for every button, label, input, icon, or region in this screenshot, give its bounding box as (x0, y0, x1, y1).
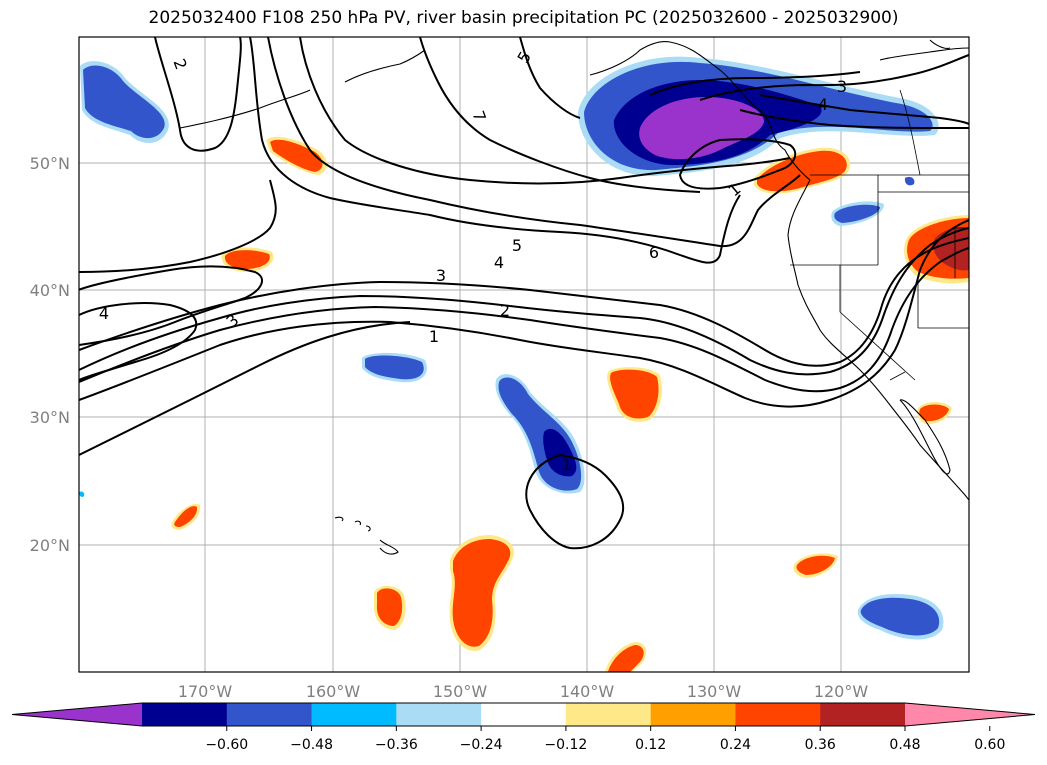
map-title: 2025032400 F108 250 hPa PV, river basin … (148, 8, 899, 28)
contour-label: 5 (512, 236, 522, 255)
pv-contours (79, 37, 969, 550)
negative-anomalies (79, 56, 944, 640)
positive-anomalies (171, 136, 969, 672)
lon-label: 160°W (306, 682, 361, 701)
colorbar-swatch (565, 703, 652, 726)
colorbar-swatch (481, 703, 567, 726)
colorbar-swatch (735, 703, 821, 726)
lat-label: 20°N (30, 536, 70, 555)
contour-label: 3 (837, 77, 847, 96)
lon-label: 120°W (814, 682, 869, 701)
colorbar-tick-label: 0.60 (974, 737, 1005, 753)
colorbar-tick-label: 0.24 (720, 737, 751, 753)
contour-label: 1 (429, 327, 439, 346)
contour-label: 6 (649, 243, 659, 262)
colorbar-tick-label: −0.12 (544, 737, 587, 753)
colorbar-tick-label: 0.48 (889, 737, 920, 753)
colorbar-swatch (142, 703, 228, 726)
colorbar-extend-low (12, 703, 142, 726)
contour-label: 4 (494, 253, 504, 272)
contour-label: 4 (99, 304, 109, 323)
colorbar-tick-label: −0.36 (375, 737, 418, 753)
contour-label: 2 (500, 301, 510, 320)
colorbar-tick-label: −0.60 (205, 737, 248, 753)
longitude-labels: 170°W 160°W 150°W 140°W 130°W 120°W (178, 682, 869, 701)
contour-label: 4 (818, 95, 828, 114)
lon-label: 170°W (178, 682, 233, 701)
plot-frame (78, 36, 970, 673)
colorbar-tick-label: −0.24 (460, 737, 503, 753)
lat-label: 30°N (30, 408, 70, 427)
contour-label: 1 (562, 455, 572, 474)
colorbar-tick-label: 0.36 (805, 737, 836, 753)
colorbar-outline (11, 702, 1036, 727)
colorbar-swatch (396, 703, 482, 726)
lon-label: 140°W (560, 682, 615, 701)
lon-label: 150°W (433, 682, 488, 701)
colorbar-swatch (311, 703, 397, 726)
lat-label: 50°N (30, 154, 70, 173)
colorbar-swatch (650, 703, 736, 726)
boundaries (790, 89, 969, 381)
lat-label: 40°N (30, 281, 70, 300)
latitude-labels: 50°N 40°N 30°N 20°N (30, 154, 70, 555)
coastlines (179, 39, 969, 555)
contour-label: 3 (436, 266, 446, 285)
lon-label: 130°W (687, 682, 742, 701)
colorbar-swatch (820, 703, 906, 726)
colorbar-extend-high (905, 703, 1035, 726)
colorbar: −0.60 −0.48 −0.36 −0.24 −0.12 0.12 0.24 0.36 0.4… (11, 702, 1036, 753)
plot-area (79, 37, 969, 672)
contour-labels: 2 5 3 4 7 1 5 4 6 3 2 1 4 3 1 (99, 48, 847, 474)
colorbar-tick-label: 0.12 (635, 737, 666, 753)
colorbar-tick-label: −0.48 (290, 737, 333, 753)
colorbar-swatch (226, 703, 313, 726)
